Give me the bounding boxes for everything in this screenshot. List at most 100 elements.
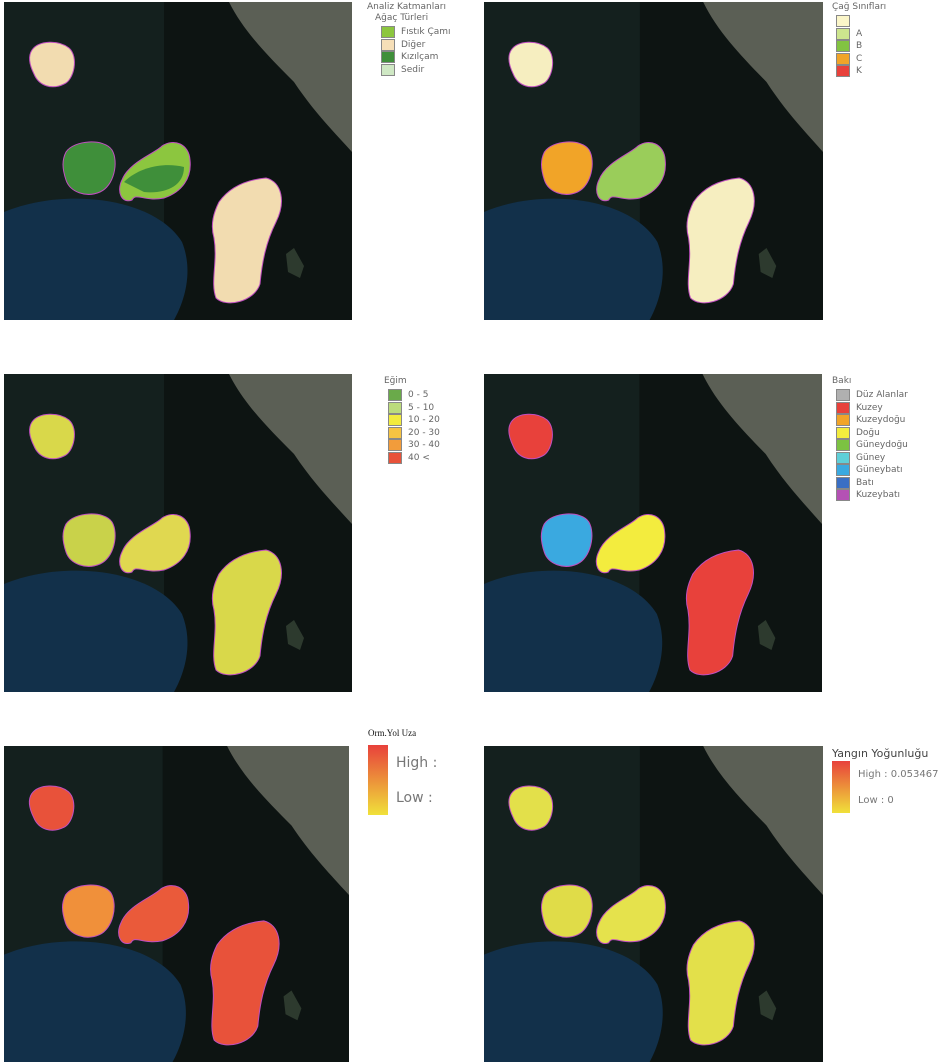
legend-label: Diğer (401, 40, 425, 50)
legend-swatch (388, 452, 402, 464)
high-label: High : 0.053467 (858, 769, 938, 780)
legend-item (836, 15, 886, 27)
legend-swatch (836, 427, 850, 439)
legend-label: K (856, 66, 862, 76)
legend-item: Güney (836, 452, 908, 464)
ramp-labels: High : Low : (396, 745, 437, 815)
legend: Çağ Sınıfları ABCK (832, 2, 886, 78)
legend-title: Analiz Katmanları (367, 2, 451, 13)
legend-swatch (836, 28, 850, 40)
legend-item: C (836, 53, 886, 65)
legend-swatch (381, 51, 395, 63)
legend-item: Diğer (381, 39, 451, 51)
legend-item: Batı (836, 477, 908, 489)
legend-item: 30 - 40 (388, 439, 440, 451)
legend-swatch (388, 439, 402, 451)
legend-item: Kuzeybatı (836, 489, 908, 501)
legend-item: 20 - 30 (388, 427, 440, 439)
legend-swatch (388, 427, 402, 439)
map (4, 2, 352, 320)
legend-label: Sedir (401, 65, 424, 75)
legend-label: Kuzeydoğu (856, 415, 905, 425)
legend-swatch (836, 489, 850, 501)
legend-swatch (836, 402, 850, 414)
legend-item: Sedir (381, 64, 451, 76)
legend-title: Çağ Sınıfları (832, 2, 886, 13)
island (541, 142, 592, 194)
low-label: Low : (396, 790, 437, 806)
legend-title: Yangın Yoğunluğu (832, 748, 938, 759)
legend-item: Güneybatı (836, 464, 908, 476)
legend-swatch (388, 402, 402, 414)
island (63, 142, 115, 194)
map (484, 2, 823, 320)
legend-item: 10 - 20 (388, 414, 440, 426)
legend-swatch (836, 439, 850, 451)
legend-item: Fıstık Çamı (381, 26, 451, 38)
legend-swatch (836, 15, 850, 27)
legend-label: Güneydoğu (856, 440, 908, 450)
legend-item: Güneydoğu (836, 439, 908, 451)
legend-label: 5 - 10 (408, 403, 434, 413)
legend-items: ABCK (836, 15, 886, 77)
legend-label: Batı (856, 478, 874, 488)
legend-label: 20 - 30 (408, 428, 440, 438)
low-label: Low : 0 (858, 795, 938, 806)
legend-swatch (836, 40, 850, 52)
map (4, 746, 349, 1062)
legend-label: 0 - 5 (408, 390, 428, 400)
legend-item: Kuzey (836, 402, 908, 414)
legend-swatch (836, 477, 850, 489)
legend: Yangın Yoğunluğu High : 0.053467 Low : 0 (832, 748, 938, 813)
legend-label: A (856, 29, 862, 39)
legend-item: 40 < (388, 452, 440, 464)
legend-item: 0 - 5 (388, 389, 440, 401)
legend-items: Fıstık Çamı Diğer Kızılçam Sedir (381, 26, 451, 76)
legend-swatch (836, 414, 850, 426)
legend-label: Kızılçam (401, 52, 438, 62)
legend-swatch (836, 452, 850, 464)
color-ramp (832, 761, 850, 813)
legend-label: 40 < (408, 453, 430, 463)
island (541, 885, 592, 937)
legend: Orm.Yol Uza High : Low : (350, 728, 437, 815)
legend-item: Düz Alanlar (836, 389, 908, 401)
legend-label: Düz Alanlar (856, 390, 908, 400)
legend-item: Doğu (836, 427, 908, 439)
legend-items: Düz Alanlar KuzeyKuzeydoğu DoğuGüneydoğu Gü… (836, 389, 908, 501)
legend-swatch (381, 26, 395, 38)
color-ramp (368, 745, 388, 815)
legend-swatch (836, 65, 850, 77)
legend-label: Kuzeybatı (856, 490, 900, 500)
legend-label: B (856, 41, 862, 51)
figure: Analiz KatmanlarıAğaç Türleri Fıstık Çamı… (0, 0, 939, 1063)
map (484, 374, 822, 692)
legend-title: Orm.Yol Uza (368, 728, 437, 739)
legend-label: C (856, 54, 862, 64)
high-label: High : (396, 755, 437, 771)
legend-item: A (836, 28, 886, 40)
legend-subtitle: Ağaç Türleri (375, 13, 451, 24)
island (62, 885, 114, 937)
map (484, 746, 823, 1062)
legend-item: 5 - 10 (388, 402, 440, 414)
legend-item: B (836, 40, 886, 52)
legend-item: K (836, 65, 886, 77)
map (4, 374, 352, 692)
legend-ramp: High : Low : (368, 745, 437, 815)
legend-swatch (381, 39, 395, 51)
legend-swatch (388, 389, 402, 401)
island (541, 514, 592, 566)
legend-item: Kuzeydoğu (836, 414, 908, 426)
legend-title: Eğim (384, 376, 440, 387)
island (63, 514, 115, 566)
legend-title: Bakı (832, 376, 908, 387)
legend-label: Güney (856, 453, 885, 463)
legend-swatch (836, 389, 850, 401)
legend-swatch (836, 53, 850, 65)
legend-swatch (836, 464, 850, 476)
